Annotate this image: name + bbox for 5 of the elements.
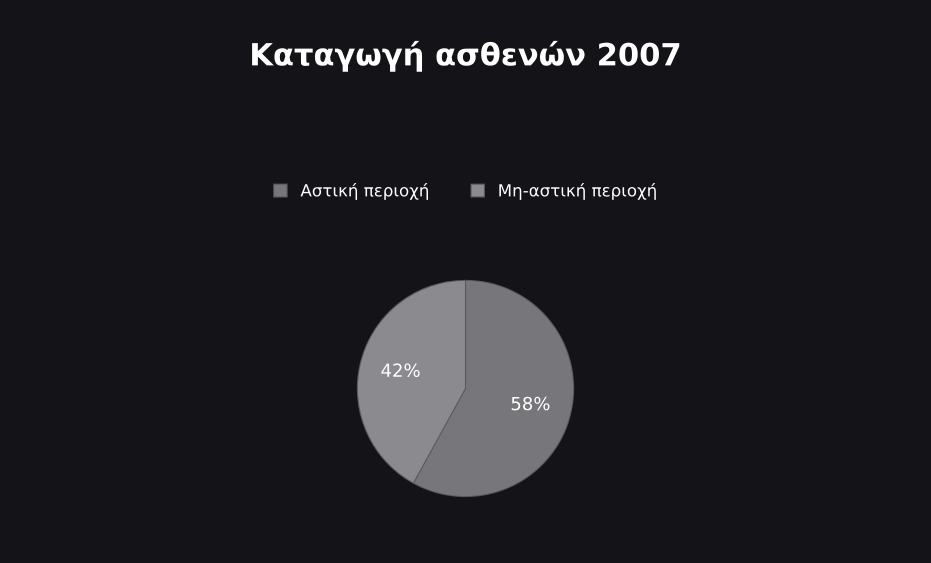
chart-title: Καταγωγή ασθενών 2007 [252,40,680,72]
legend-label: Μη-αστική περιοχή [499,183,656,200]
data-label: 42% [381,363,420,378]
legend-label: Αστική περιοχή [300,183,428,200]
data-label: 58% [512,396,550,410]
